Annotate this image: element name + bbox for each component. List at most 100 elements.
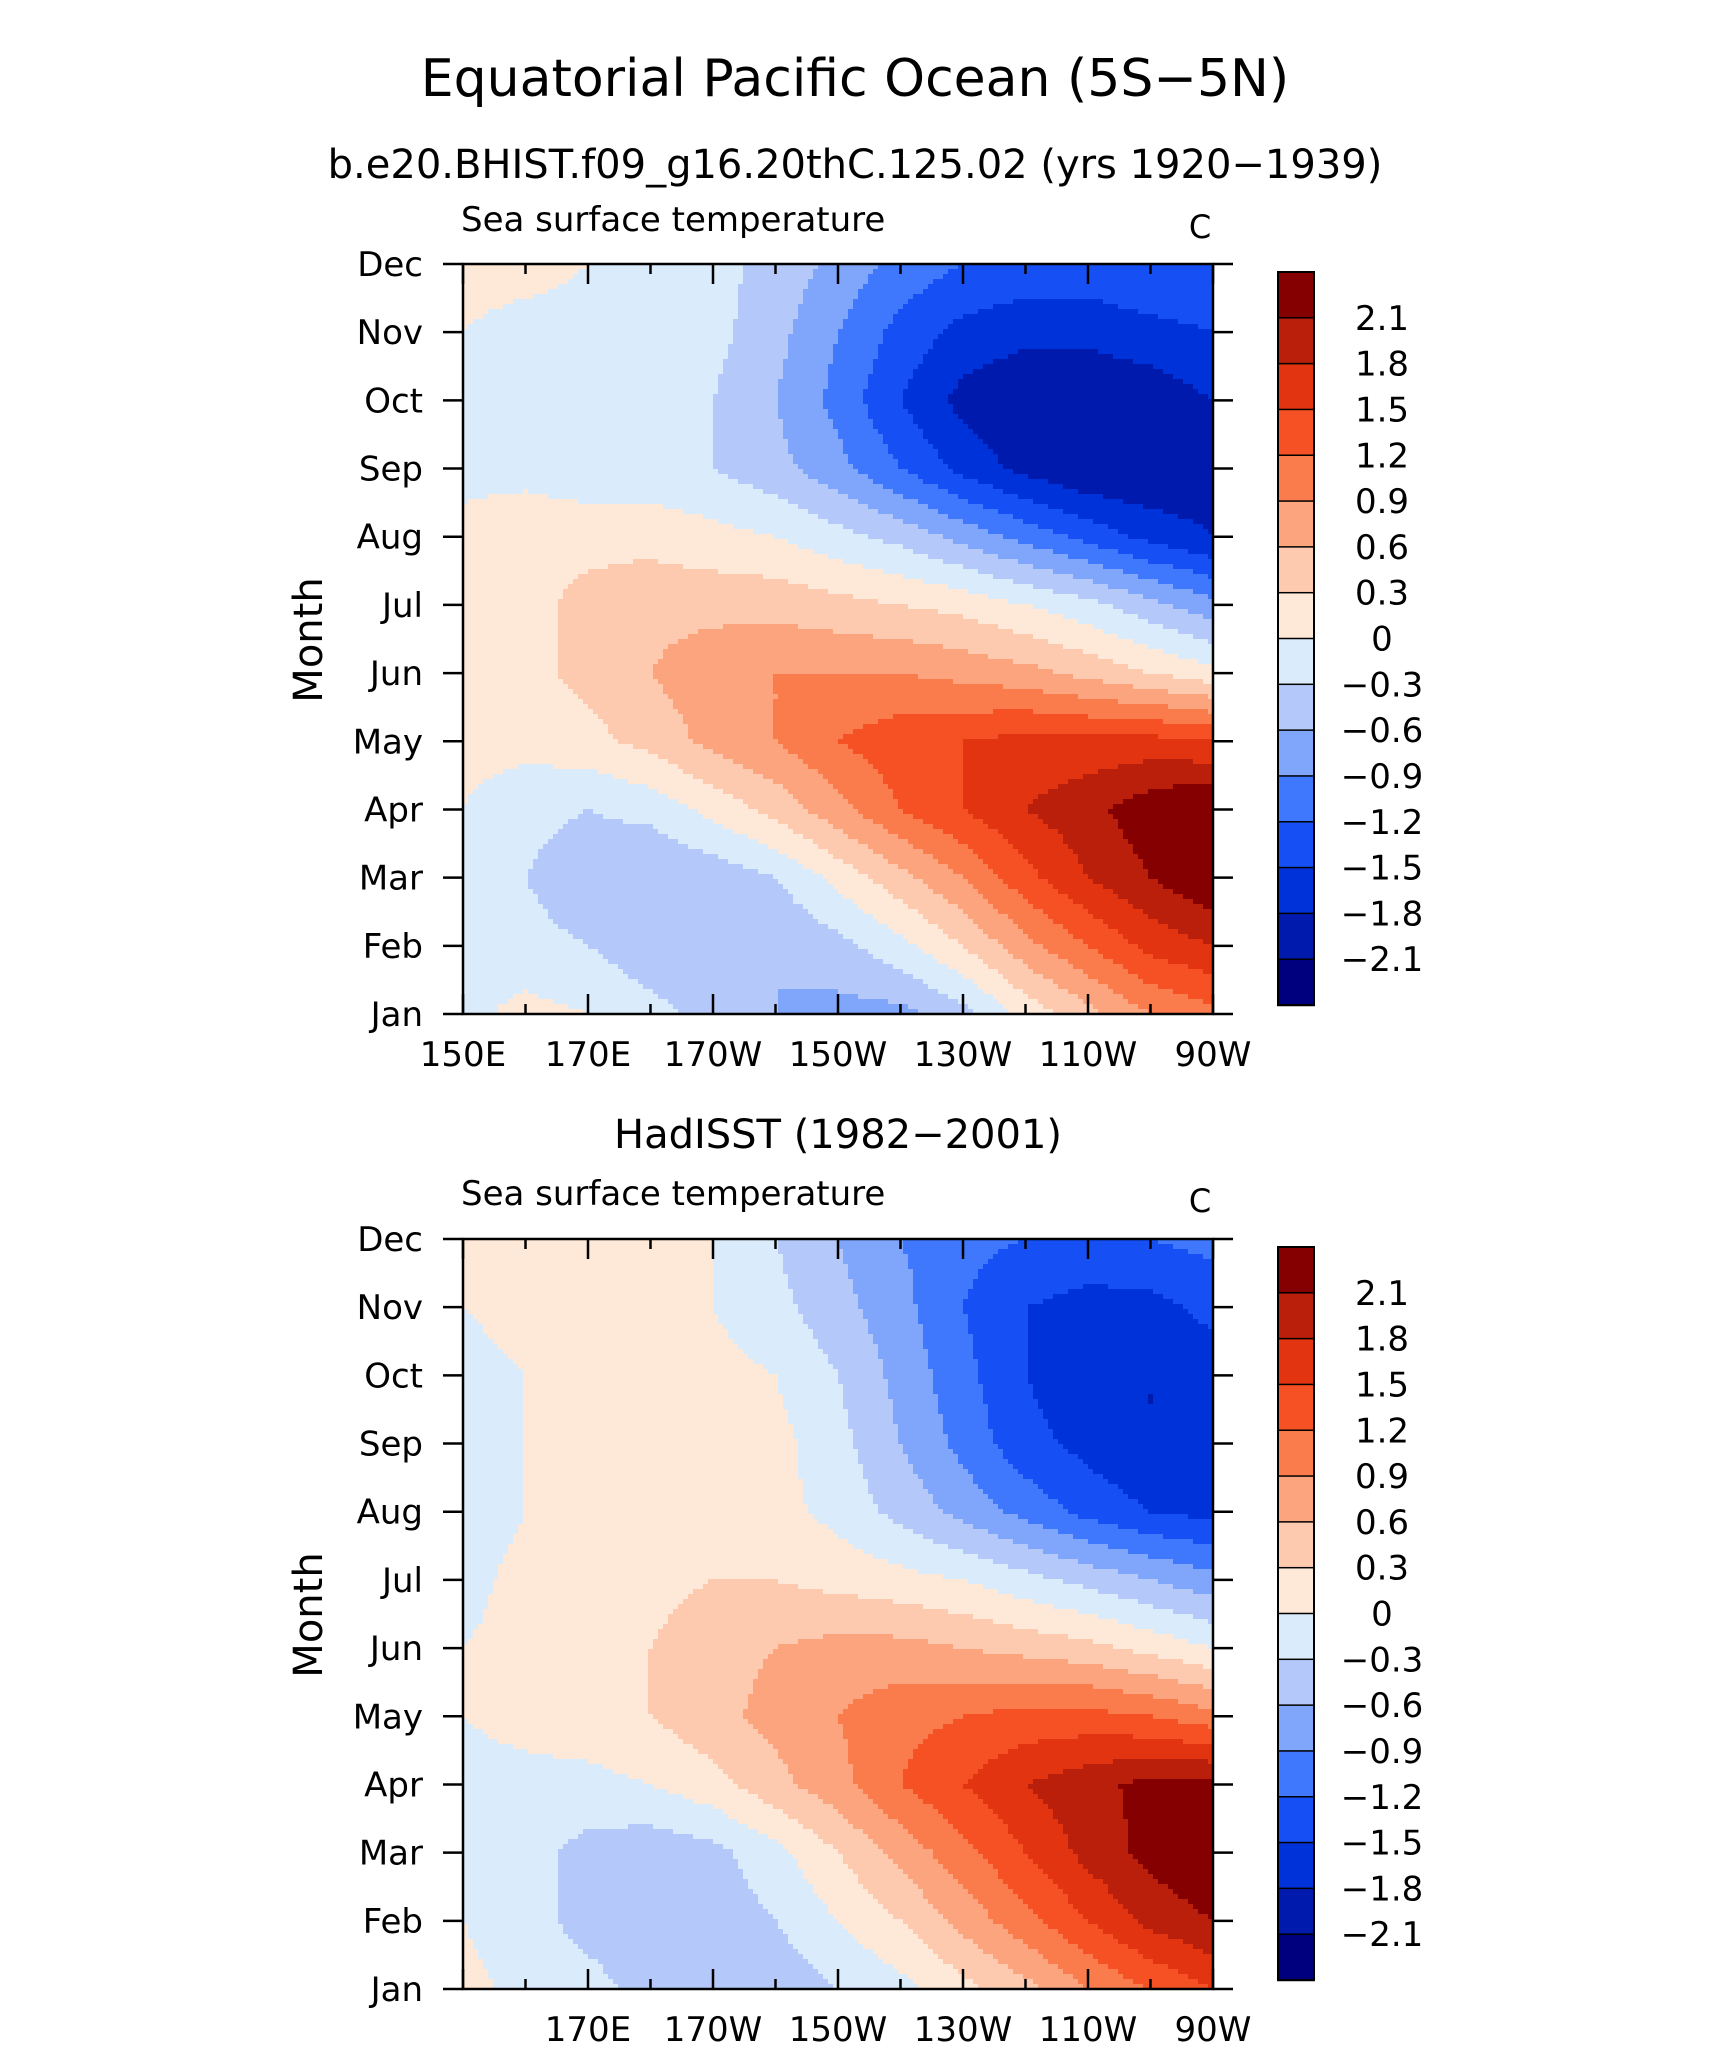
- heatmap-cell: [578, 394, 584, 400]
- heatmap-cell: [728, 424, 734, 430]
- heatmap-cell: [588, 409, 594, 415]
- heatmap-cell: [1123, 304, 1129, 310]
- heatmap-cell: [1133, 299, 1139, 305]
- heatmap-cell: [583, 364, 589, 370]
- heatmap-cell: [793, 274, 799, 280]
- heatmap-cell: [623, 314, 629, 320]
- heatmap-cell: [773, 424, 779, 430]
- heatmap-cell: [1028, 419, 1034, 425]
- heatmap-cell: [773, 364, 779, 370]
- heatmap-cell: [693, 344, 699, 350]
- heatmap-cell: [523, 314, 529, 320]
- heatmap-cell: [718, 289, 724, 295]
- heatmap-cell: [848, 359, 854, 365]
- heatmap-cell: [1023, 374, 1029, 380]
- heatmap-cell: [523, 309, 529, 315]
- heatmap-cell: [518, 419, 524, 425]
- heatmap-cell: [1088, 319, 1094, 325]
- heatmap-cell: [533, 354, 539, 360]
- heatmap-cell: [1008, 354, 1014, 360]
- heatmap-cell: [1013, 364, 1019, 370]
- heatmap-cell: [593, 314, 599, 320]
- heatmap-cell: [1143, 344, 1149, 350]
- heatmap-cell: [1123, 264, 1129, 270]
- heatmap-cell: [928, 424, 934, 430]
- heatmap-cell: [768, 334, 774, 340]
- heatmap-cell: [788, 349, 794, 355]
- heatmap-cell: [1068, 334, 1074, 340]
- heatmap-cell: [993, 304, 999, 310]
- heatmap-cell: [513, 329, 519, 335]
- heatmap-cell: [483, 334, 489, 340]
- heatmap-cell: [828, 374, 834, 380]
- heatmap-cell: [748, 309, 754, 315]
- heatmap-cell: [1193, 344, 1199, 350]
- heatmap-cell: [468, 409, 474, 415]
- heatmap-cell: [468, 349, 474, 355]
- heatmap-cell: [923, 399, 929, 405]
- heatmap-cell: [648, 319, 654, 325]
- heatmap-cell: [1158, 369, 1164, 375]
- heatmap-cell: [1208, 414, 1213, 420]
- heatmap-cell: [903, 339, 909, 345]
- heatmap-cell: [943, 329, 949, 335]
- heatmap-cell: [1143, 304, 1149, 310]
- heatmap-cell: [828, 334, 834, 340]
- heatmap-cell: [1113, 334, 1119, 340]
- heatmap-cell: [503, 429, 509, 435]
- heatmap-cell: [1058, 334, 1064, 340]
- heatmap-cell: [568, 329, 574, 335]
- heatmap-cell: [513, 379, 519, 385]
- heatmap-cell: [868, 424, 874, 430]
- heatmap-cell: [508, 324, 514, 330]
- heatmap-cell: [628, 304, 634, 310]
- heatmap-cell: [918, 354, 924, 360]
- heatmap-cell: [483, 409, 489, 415]
- heatmap-cell: [938, 414, 944, 420]
- heatmap-cell: [648, 429, 654, 435]
- heatmap-cell: [728, 419, 734, 425]
- heatmap-cell: [1163, 264, 1169, 270]
- heatmap-cell: [788, 324, 794, 330]
- heatmap-cell: [1188, 344, 1194, 350]
- heatmap-cell: [873, 309, 879, 315]
- heatmap-cell: [608, 399, 614, 405]
- heatmap-cell: [683, 409, 689, 415]
- heatmap-cell: [1193, 269, 1199, 275]
- heatmap-cell: [648, 279, 654, 285]
- heatmap-cell: [818, 314, 824, 320]
- heatmap-cell: [523, 274, 529, 280]
- heatmap-cell: [613, 304, 619, 310]
- heatmap-cell: [993, 404, 999, 410]
- heatmap-cell: [663, 269, 669, 275]
- heatmap-cell: [1088, 284, 1094, 290]
- heatmap-cell: [1118, 284, 1124, 290]
- heatmap-cell: [478, 294, 484, 300]
- heatmap-cell: [808, 309, 814, 315]
- heatmap-cell: [468, 414, 474, 420]
- heatmap-cell: [1058, 264, 1064, 270]
- heatmap-cell: [783, 394, 789, 400]
- heatmap-cell: [823, 299, 829, 305]
- heatmap-cell: [1153, 404, 1159, 410]
- heatmap-cell: [1103, 359, 1109, 365]
- heatmap-cell: [553, 319, 559, 325]
- heatmap-cell: [933, 379, 939, 385]
- heatmap-cell: [918, 349, 924, 355]
- heatmap-cell: [813, 329, 819, 335]
- heatmap-cell: [1033, 294, 1039, 300]
- heatmap-cell: [1028, 394, 1034, 400]
- heatmap-cell: [463, 414, 469, 420]
- heatmap-cell: [868, 304, 874, 310]
- heatmap-cell: [473, 309, 479, 315]
- heatmap-cell: [823, 294, 829, 300]
- heatmap-cell: [743, 319, 749, 325]
- heatmap-cell: [1083, 339, 1089, 345]
- heatmap-cell: [818, 354, 824, 360]
- heatmap-cell: [798, 354, 804, 360]
- heatmap-cell: [678, 284, 684, 290]
- heatmap-cell: [893, 314, 899, 320]
- heatmap-cell: [903, 354, 909, 360]
- heatmap-cell: [903, 419, 909, 425]
- heatmap-cell: [1133, 309, 1139, 315]
